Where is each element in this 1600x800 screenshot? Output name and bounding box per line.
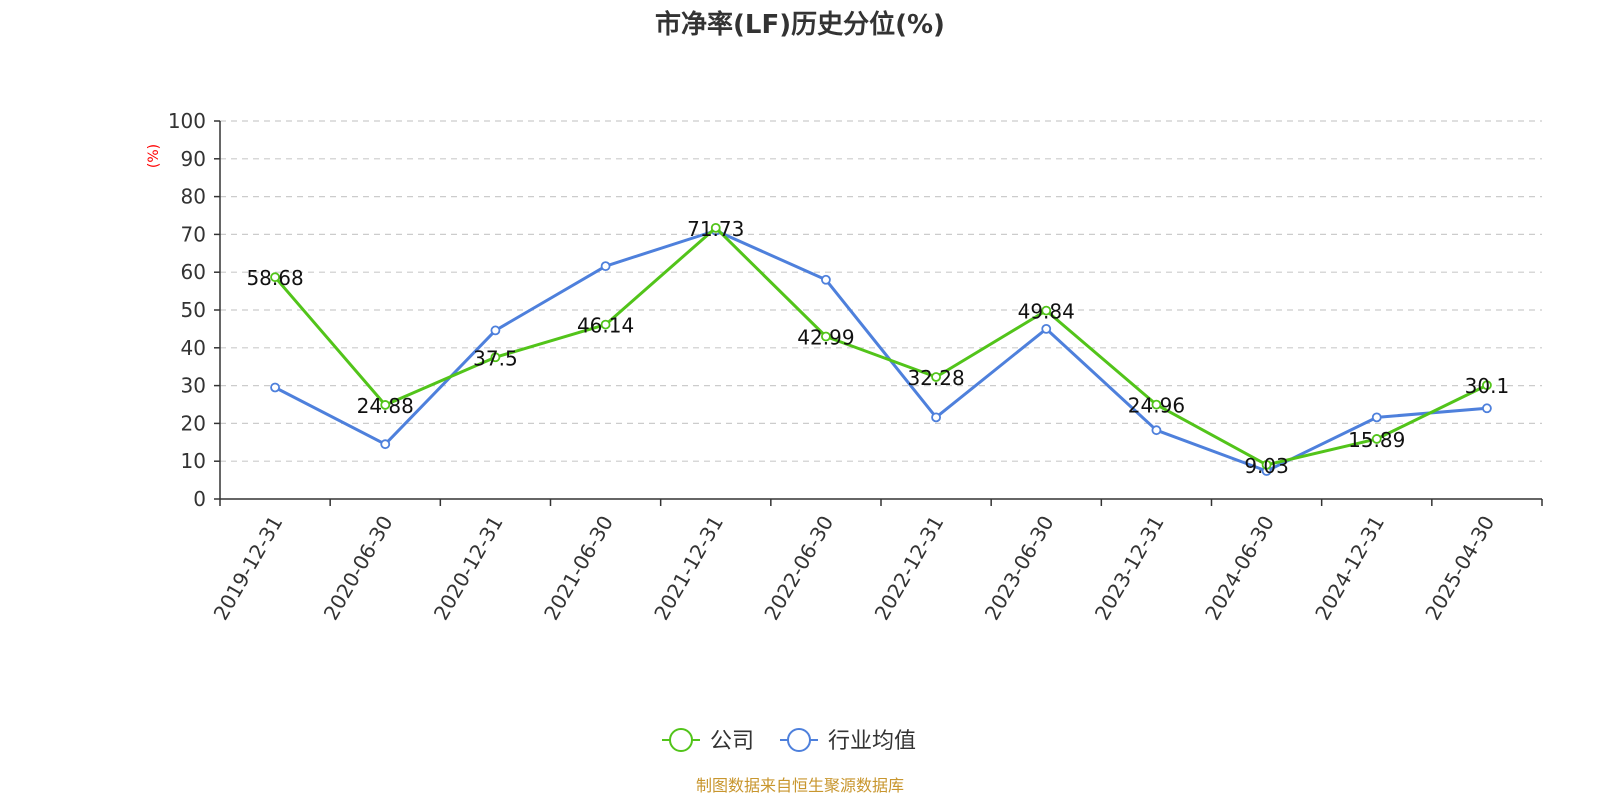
data-point (600, 261, 611, 272)
data-point (490, 325, 501, 336)
data-point (490, 352, 501, 363)
y-tick-label: 60 (181, 260, 206, 284)
data-label: 71.73 (687, 217, 744, 241)
legend-label[interactable]: 公司 (710, 729, 754, 754)
y-tick-label: 10 (181, 449, 206, 473)
x-tick-label: 2020-12-31 (429, 512, 508, 625)
y-tick-label: 20 (181, 411, 206, 435)
data-source-note: 制图数据来自恒生聚源数据库 (696, 776, 904, 795)
y-tick-label: 90 (181, 147, 206, 171)
data-point (821, 274, 831, 285)
legend-marker (669, 728, 693, 752)
data-point (1482, 403, 1492, 414)
data-point (380, 439, 391, 450)
data-point (931, 412, 941, 423)
x-tick-label: 2019-12-31 (209, 512, 288, 625)
y-tick-label: 50 (181, 298, 206, 322)
series-line (274, 229, 1488, 473)
y-tick-label: 100 (168, 109, 206, 133)
data-point (270, 382, 280, 393)
x-tick-label: 2020-06-30 (319, 512, 398, 625)
legend[interactable]: 公司 行业均值 (662, 728, 916, 754)
data-point (1041, 305, 1052, 316)
x-tick-label: 2021-06-30 (539, 512, 618, 625)
y-tick-label: 0 (193, 487, 206, 511)
data-label: 30.1 (1465, 374, 1510, 398)
data-label: 37.5 (473, 346, 518, 370)
axes (214, 120, 1543, 506)
y-tick-label: 40 (181, 336, 206, 360)
x-tick-label: 2024-12-31 (1310, 512, 1389, 625)
data-point (1482, 380, 1492, 391)
y-tick-label: 70 (181, 222, 206, 246)
data-point (1261, 459, 1272, 470)
data-label: 42.99 (797, 325, 854, 349)
x-tick-label: 2025-04-30 (1420, 512, 1499, 625)
data-label: 58.68 (246, 266, 303, 290)
y-tick-label: 80 (181, 185, 206, 209)
data-point (270, 272, 280, 283)
y-axis-unit: (%) (146, 144, 162, 168)
legend-label[interactable]: 行业均值 (828, 729, 916, 754)
data-point (1151, 399, 1162, 410)
data-labels: 58.68 24.88 37.5 46.14 71.73 42.99 32.28 49.84 2… (246, 217, 1509, 478)
data-point (710, 222, 721, 233)
x-tick-label: 2023-06-30 (980, 512, 1059, 625)
data-label: 32.28 (907, 366, 964, 390)
data-point (931, 372, 941, 382)
data-label: 46.14 (577, 314, 634, 338)
data-point (380, 400, 391, 410)
data-label: 9.03 (1244, 454, 1289, 478)
data-point (1151, 425, 1162, 436)
data-label: 24.88 (357, 394, 414, 418)
chart-title: 市净率(LF)历史分位(%) (655, 9, 945, 40)
series-layer (270, 222, 1492, 476)
data-label: 15.89 (1348, 428, 1405, 452)
data-point (1041, 323, 1052, 334)
data-label: 49.84 (1018, 300, 1075, 324)
series-line (273, 226, 1488, 467)
y-tick-label: 30 (181, 374, 206, 398)
x-tick-labels: 2019-12-31 2020-06-30 2020-12-31 2021-06-30… (209, 512, 1500, 625)
x-tick-label: 2022-06-30 (759, 512, 838, 625)
data-point (821, 331, 831, 342)
x-tick-label: 2022-12-31 (870, 512, 949, 625)
data-point (600, 319, 611, 330)
legend-marker (787, 728, 811, 752)
x-tick-label: 2023-12-31 (1090, 512, 1169, 625)
data-point (1371, 412, 1382, 423)
x-tick-label: 2024-06-30 (1200, 512, 1279, 625)
data-label: 24.96 (1128, 394, 1185, 418)
data-point (1371, 434, 1382, 444)
y-tick-labels: 0 10 20 30 40 50 60 70 80 90 100 (168, 109, 206, 511)
x-tick-label: 2021-12-31 (649, 512, 728, 625)
